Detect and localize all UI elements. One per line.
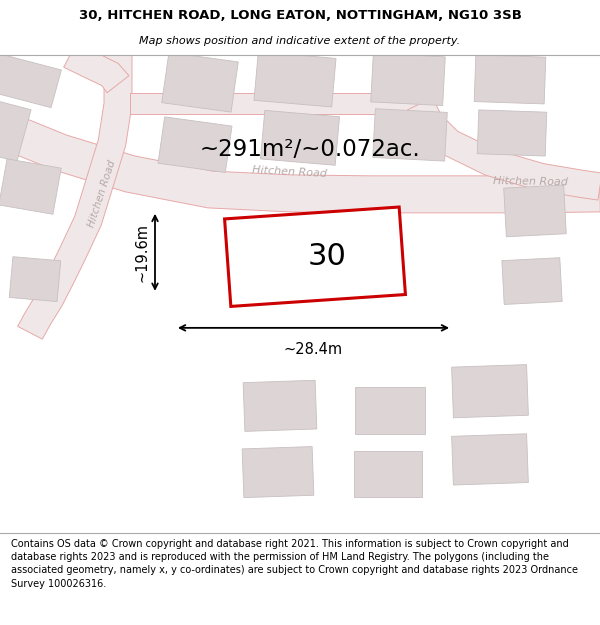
Text: ~291m²/~0.072ac.: ~291m²/~0.072ac. <box>200 138 421 161</box>
Polygon shape <box>130 93 420 114</box>
Text: Hitchen Road: Hitchen Road <box>493 176 568 187</box>
Text: 30, HITCHEN ROAD, LONG EATON, NOTTINGHAM, NG10 3SB: 30, HITCHEN ROAD, LONG EATON, NOTTINGHAM… <box>79 9 521 22</box>
Polygon shape <box>64 42 129 92</box>
Polygon shape <box>452 434 529 485</box>
Text: Hitchen Road: Hitchen Road <box>86 159 118 228</box>
Polygon shape <box>504 185 566 237</box>
Polygon shape <box>242 446 314 498</box>
Polygon shape <box>373 109 447 161</box>
Polygon shape <box>0 111 600 213</box>
Polygon shape <box>477 110 547 156</box>
Polygon shape <box>474 55 546 104</box>
Polygon shape <box>260 111 340 165</box>
Polygon shape <box>502 258 562 304</box>
Text: 30: 30 <box>308 242 346 271</box>
Text: Map shows position and indicative extent of the property.: Map shows position and indicative extent… <box>139 36 461 46</box>
Polygon shape <box>0 94 31 161</box>
Polygon shape <box>162 52 238 112</box>
Polygon shape <box>0 159 61 214</box>
Polygon shape <box>254 52 336 107</box>
Polygon shape <box>224 207 406 306</box>
Polygon shape <box>355 388 425 434</box>
Polygon shape <box>0 51 61 107</box>
Text: Hitchen Road: Hitchen Road <box>253 165 328 179</box>
Polygon shape <box>371 53 445 106</box>
Polygon shape <box>407 98 600 200</box>
Polygon shape <box>243 380 317 431</box>
Polygon shape <box>17 55 132 339</box>
Polygon shape <box>158 117 232 172</box>
Text: ~19.6m: ~19.6m <box>135 223 150 282</box>
Text: ~28.4m: ~28.4m <box>284 341 343 356</box>
Polygon shape <box>452 364 529 418</box>
Polygon shape <box>354 451 422 498</box>
Text: Contains OS data © Crown copyright and database right 2021. This information is : Contains OS data © Crown copyright and d… <box>11 539 578 589</box>
Polygon shape <box>9 257 61 301</box>
